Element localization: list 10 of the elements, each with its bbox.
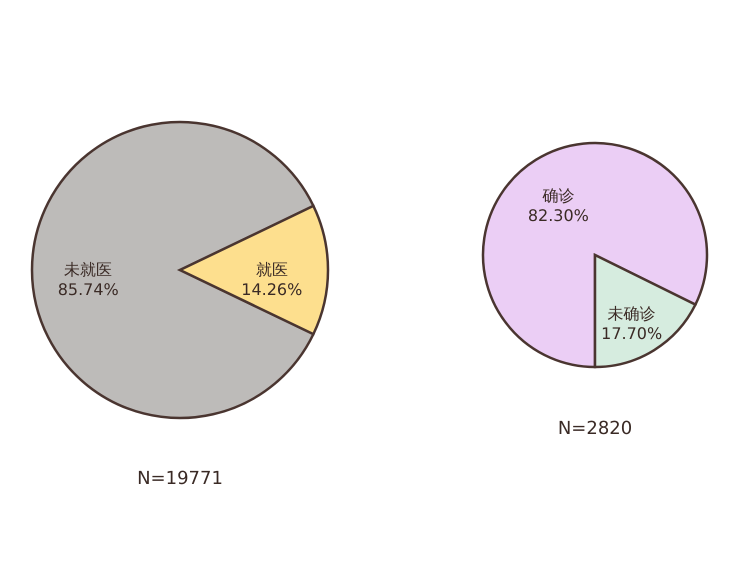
slice-label: 确诊 bbox=[541, 186, 574, 206]
data-label: 14.26% bbox=[241, 280, 302, 300]
data-label: 85.74% bbox=[58, 280, 119, 299]
slice-label: 就医 bbox=[256, 260, 288, 280]
data-label: 82.30% bbox=[528, 206, 589, 226]
text: N=2820 bbox=[558, 418, 632, 439]
text: N=19771 bbox=[137, 468, 223, 489]
slice-label: 未就医 bbox=[64, 260, 112, 279]
slice-label: 未确诊 bbox=[608, 304, 656, 323]
data-label: 17.70% bbox=[601, 324, 662, 343]
